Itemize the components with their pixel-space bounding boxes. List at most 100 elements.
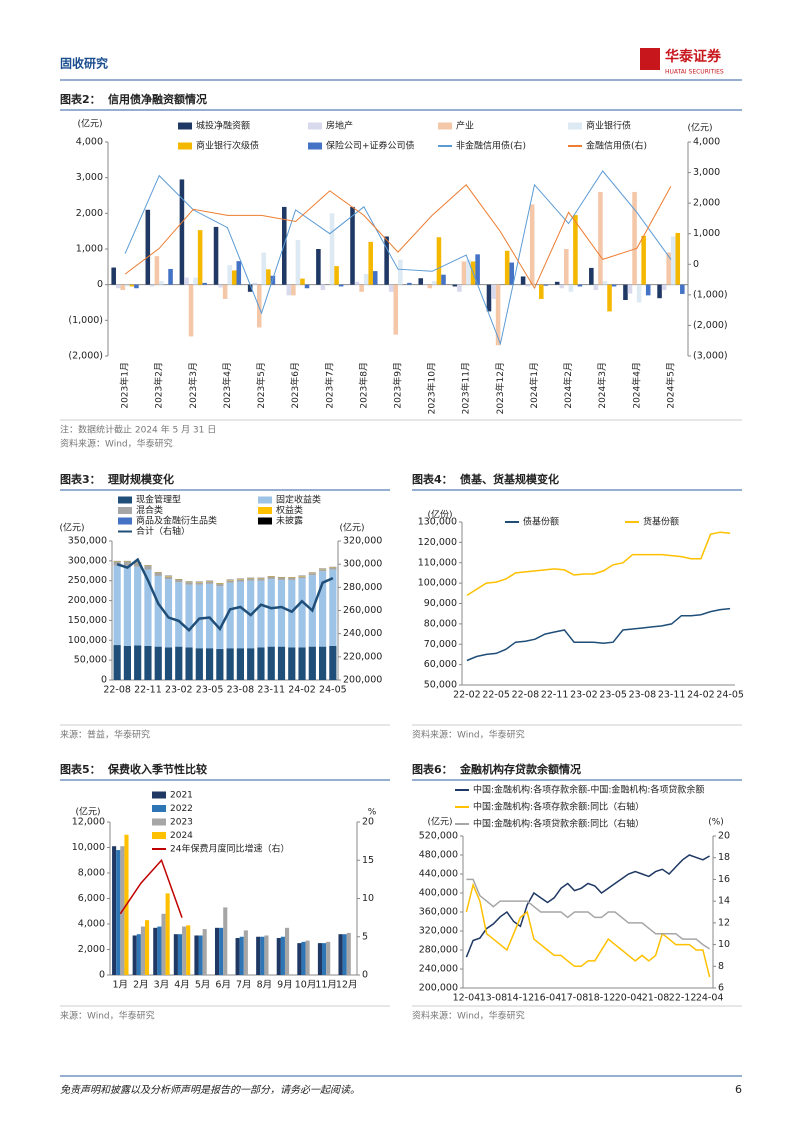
y-tick-label: 100,000 — [68, 635, 107, 646]
bar — [577, 284, 583, 287]
bar — [301, 941, 306, 975]
x-tick-label: 2023年5月 — [255, 362, 267, 409]
bar — [475, 254, 480, 285]
disclaimer: 免责声明和披露以及分析师声明是报告的一部分，请务必一起阅读。 — [60, 1084, 360, 1096]
x-tick-label: 2024年4月 — [630, 362, 642, 409]
bar — [123, 565, 132, 646]
x-tick-label: 2023年11月 — [460, 362, 472, 414]
bar — [177, 934, 183, 975]
bar — [276, 938, 281, 975]
bar — [539, 284, 544, 299]
bar — [288, 647, 296, 680]
y2-tick-label: 260,000 — [343, 605, 382, 616]
y2-tick-label: 14 — [718, 896, 730, 907]
bar — [214, 927, 220, 975]
line — [124, 170, 672, 346]
bar — [216, 583, 224, 587]
bar — [157, 926, 162, 975]
bar — [113, 565, 121, 646]
legend-label: 保险公司+证券公司债 — [326, 140, 415, 152]
bar — [318, 569, 327, 572]
x-tick-label: 24-04 — [696, 993, 724, 1004]
bar — [236, 581, 245, 649]
x-tick-label: 22-02 — [453, 690, 481, 701]
x-tick-label: 10月 — [295, 980, 317, 991]
legend-label: 产业 — [456, 120, 474, 132]
bar — [175, 646, 183, 680]
y-axis-label: (亿元) — [427, 816, 452, 828]
bar — [329, 569, 337, 646]
bar — [120, 284, 126, 291]
bar — [297, 943, 302, 975]
bar — [125, 284, 130, 287]
source: 来源：普益，华泰研究 — [60, 729, 150, 741]
bar — [197, 230, 203, 285]
legend-label: 合计（右轴） — [136, 525, 190, 537]
y-tick-label: 12,000 — [72, 817, 105, 828]
x-tick-label: 20-04 — [615, 993, 643, 1004]
bar — [222, 284, 228, 299]
legend-label: 现金管理型 — [136, 494, 181, 506]
bar — [227, 265, 232, 285]
x-tick-label: 5月 — [195, 980, 211, 991]
bar — [320, 284, 326, 291]
bar — [256, 936, 261, 975]
y-tick-label: 120,000 — [418, 537, 457, 548]
x-tick-label: 16-04 — [534, 993, 562, 1004]
bar — [504, 250, 510, 285]
y-tick-label: 1,000 — [76, 244, 103, 255]
bar — [145, 209, 151, 285]
y2-axis-label: % — [368, 808, 377, 818]
bar — [164, 647, 173, 680]
figure-title: 理财规模变化 — [108, 472, 174, 486]
y-tick-label: 4,000 — [76, 137, 103, 148]
y-tick-label: 280,000 — [419, 945, 458, 956]
bar — [593, 284, 599, 291]
bar — [193, 277, 198, 285]
bar — [452, 284, 458, 287]
bar — [509, 262, 514, 285]
x-tick-label: 2023年3月 — [187, 362, 199, 409]
y-tick-label: 8,000 — [78, 868, 105, 879]
bar — [247, 648, 255, 680]
bar — [165, 893, 170, 975]
bar — [154, 646, 162, 680]
legend-label: 2022 — [170, 804, 193, 814]
y2-axis-label: (亿元) — [339, 522, 364, 534]
bar — [461, 261, 467, 285]
legend-swatch — [308, 142, 322, 150]
x-tick-label: 12月 — [336, 980, 358, 991]
x-tick-label: 2023年7月 — [323, 362, 335, 409]
bar — [266, 269, 271, 285]
legend-swatch — [308, 122, 322, 130]
bar — [226, 648, 234, 680]
legend-label: 中国:金融机构:各项存款余额:同比（右轴） — [473, 801, 644, 813]
bar — [123, 645, 132, 680]
bar — [140, 926, 145, 975]
legend-label: 货基份额 — [643, 516, 679, 528]
bar — [213, 226, 219, 285]
x-tick-label: 9月 — [277, 980, 293, 991]
bar — [226, 582, 234, 649]
x-tick-label: 2024年5月 — [664, 362, 676, 409]
legend-label: 24年保费月度同比增速（右） — [170, 843, 289, 855]
bar — [427, 284, 433, 289]
bar — [457, 284, 462, 292]
bar — [175, 579, 183, 583]
y-tick-label: 200,000 — [68, 595, 107, 606]
bar — [134, 566, 142, 646]
x-tick-label: 4月 — [174, 980, 190, 991]
x-tick-label: 3月 — [154, 980, 170, 991]
bar — [602, 281, 608, 285]
legend-swatch — [152, 805, 166, 812]
bar — [216, 586, 224, 650]
bar — [589, 267, 594, 285]
bar — [554, 281, 560, 285]
bar — [194, 935, 199, 975]
bar — [559, 284, 565, 289]
bar — [407, 282, 412, 285]
legend-swatch — [152, 832, 166, 839]
legend-swatch — [178, 122, 192, 130]
line — [124, 184, 672, 290]
y2-tick-label: 20 — [362, 817, 374, 828]
